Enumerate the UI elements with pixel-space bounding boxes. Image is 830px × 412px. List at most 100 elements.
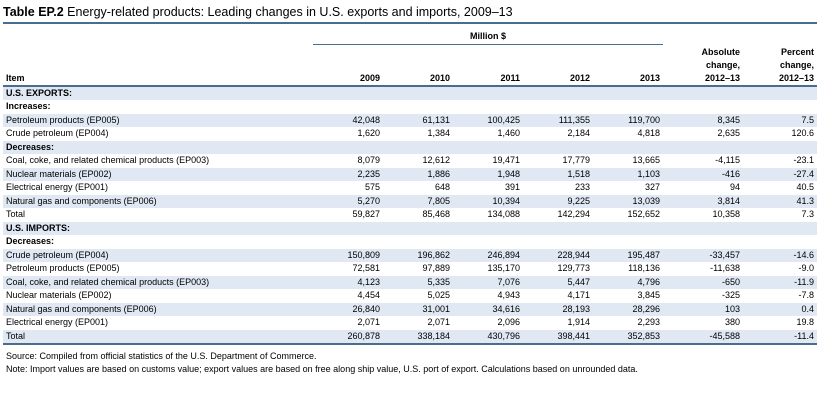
percent-change-cell: 120.6 (791, 128, 814, 138)
empty-cell (383, 100, 453, 114)
value-cell: 13,039 (593, 194, 663, 208)
value-cell: 196,862 (383, 248, 453, 262)
percent-change-cell: -14.6 (743, 248, 817, 262)
percent-change-cell: 40.5 (796, 182, 814, 192)
value-cell: 4,943 (497, 290, 520, 300)
row-label: Increases: (6, 101, 51, 111)
absolute-change-cell: -416 (663, 167, 743, 181)
absolute-change-cell: -325 (721, 290, 740, 300)
empty-cell (593, 140, 663, 154)
percent-change-cell: -7.8 (798, 290, 814, 300)
row-label: U.S. EXPORTS: (3, 85, 313, 100)
table-caption: Energy-related products: Leading changes… (67, 5, 513, 19)
value-cell: 134,088 (487, 209, 520, 219)
total-row: Total 260,878 338,184 430,796 398,441 352,853… (3, 329, 817, 345)
absolute-change-cell: -33,457 (663, 248, 743, 262)
empty-cell (593, 221, 663, 235)
absolute-change-cell: 94 (729, 182, 740, 192)
percent-change-cell: 7.5 (743, 113, 817, 127)
empty-cell (743, 221, 817, 235)
table-row: Nuclear materials (EP002) 4,454 5,025 4,943… (3, 289, 817, 303)
row-label: Electrical energy (EP001) (6, 182, 109, 192)
value-cell: 59,827 (352, 209, 380, 219)
empty-cell (663, 100, 743, 114)
value-cell: 1,518 (523, 167, 593, 181)
absolute-change-header-line: change, (705, 59, 740, 70)
section-row: U.S. EXPORTS: (3, 85, 817, 100)
value-cell: 2,184 (567, 128, 590, 138)
empty-cell (313, 85, 383, 100)
item-column-header: Item (3, 44, 313, 87)
row-label: Electrical energy (EP001) (6, 317, 109, 327)
subsection-row: Decreases: (3, 140, 817, 154)
value-cell: 7,805 (383, 194, 453, 208)
table-number: Table EP.2 (3, 5, 64, 19)
table-title: Table EP.2 Energy-related products: Lead… (3, 4, 817, 22)
empty-cell (593, 235, 663, 249)
value-cell: 327 (644, 182, 660, 192)
empty-cell (453, 100, 523, 114)
row-label: Natural gas and components (EP006) (3, 302, 313, 316)
value-cell: 26,840 (313, 302, 383, 316)
section-row: U.S. IMPORTS: (3, 221, 817, 235)
value-cell: 19,471 (492, 155, 520, 165)
empty-cell (523, 221, 593, 235)
absolute-change-header: Absolute change, 2012–13 (663, 44, 743, 87)
empty-cell (593, 85, 663, 100)
value-cell: 13,665 (632, 155, 660, 165)
absolute-change-cell: 3,814 (663, 194, 743, 208)
value-cell: 118,136 (628, 263, 660, 273)
value-cell: 4,818 (637, 128, 660, 138)
value-cell: 398,441 (523, 329, 593, 345)
value-cell: 72,581 (352, 263, 380, 273)
value-cell: 150,809 (313, 248, 383, 262)
value-cell: 42,048 (313, 113, 383, 127)
row-label: Natural gas and components (EP006) (3, 194, 313, 208)
column-header-row: Item 2009 2010 2011 2012 2013 Absolute c… (3, 44, 817, 87)
value-cell: 5,335 (383, 275, 453, 289)
table-row: Crude petroleum (EP004) 150,809 196,862 246… (3, 248, 817, 262)
table-row: Natural gas and components (EP006) 5,270 7… (3, 194, 817, 208)
value-cell: 352,853 (593, 329, 663, 345)
value-cell: 5,025 (427, 290, 450, 300)
value-cell: 1,103 (593, 167, 663, 181)
value-cell: 430,796 (453, 329, 523, 345)
absolute-change-cell: 103 (663, 302, 743, 316)
row-label: Crude petroleum (EP004) (6, 128, 109, 138)
value-cell: 142,294 (557, 209, 590, 219)
value-cell: 3,845 (637, 290, 660, 300)
table-row: Nuclear materials (EP002) 2,235 1,886 1,948… (3, 167, 817, 181)
percent-change-cell: 41.3 (743, 194, 817, 208)
percent-change-cell: -11.9 (743, 275, 817, 289)
row-label: Nuclear materials (EP002) (3, 167, 313, 181)
value-cell: 4,123 (313, 275, 383, 289)
table-row: Coal, coke, and related chemical product… (3, 154, 817, 168)
row-label: Coal, coke, and related chemical product… (6, 155, 210, 165)
value-cell: 61,131 (383, 113, 453, 127)
absolute-change-cell: 8,345 (663, 113, 743, 127)
value-cell: 135,170 (487, 263, 520, 273)
value-cell: 195,487 (593, 248, 663, 262)
value-cell: 17,779 (562, 155, 590, 165)
value-cell: 28,296 (593, 302, 663, 316)
row-label: Total (3, 329, 313, 345)
percent-change-cell: 19.8 (796, 317, 814, 327)
percent-change-cell: -9.0 (798, 263, 814, 273)
header-rule (3, 22, 817, 30)
value-cell: 1,914 (567, 317, 590, 327)
million-dollars-label: Million $ (313, 30, 663, 45)
value-cell: 246,894 (453, 248, 523, 262)
percent-change-cell: -11.4 (743, 329, 817, 345)
table-row: Electrical energy (EP001) 575 648 391 233 327… (3, 181, 817, 195)
table-row: Crude petroleum (EP004) 1,620 1,384 1,460 2,… (3, 127, 817, 141)
row-label: Total (6, 209, 26, 219)
table-row: Petroleum products (EP005) 72,581 97,889 13… (3, 262, 817, 276)
empty-cell (383, 221, 453, 235)
empty-cell (453, 221, 523, 235)
row-label: Petroleum products (EP005) (6, 263, 120, 273)
value-cell: 152,652 (627, 209, 660, 219)
percent-change-header-line: 2012–13 (778, 72, 814, 83)
year-column-header: 2013 (593, 44, 663, 87)
value-cell: 2,235 (313, 167, 383, 181)
empty-cell (743, 140, 817, 154)
